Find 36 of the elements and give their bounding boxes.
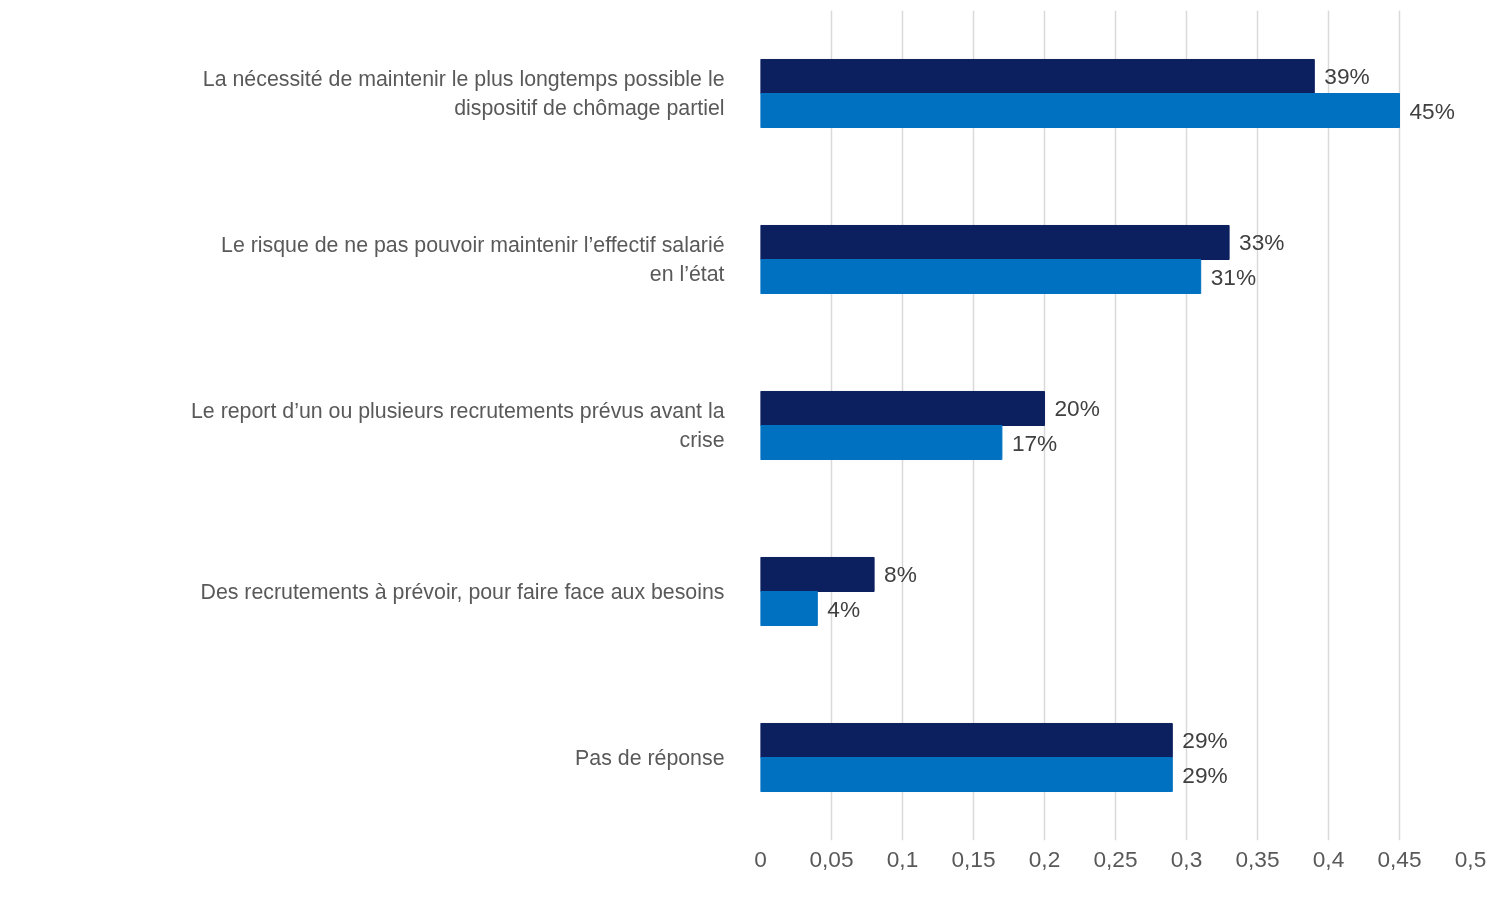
data-label: 29% xyxy=(1182,761,1228,788)
y-tick-label: Pas de réponse xyxy=(575,745,725,770)
bar xyxy=(760,425,1003,461)
x-tick-label: 0,45 xyxy=(1377,845,1422,872)
x-tick-label: 0,2 xyxy=(1028,845,1061,872)
data-label: 8% xyxy=(884,561,917,588)
y-tick-label: Le report d’un ou plusieurs recrutements prévus avant la crise xyxy=(191,399,725,452)
bar xyxy=(760,58,1315,94)
x-tick-label: 0,35 xyxy=(1235,845,1280,872)
data-label: 29% xyxy=(1182,727,1228,754)
bar xyxy=(760,259,1202,295)
bar xyxy=(760,556,875,592)
y-tick-label: La nécessité de maintenir le plus longtemps possible le dispositif de chômage partiel xyxy=(202,67,725,120)
x-tick-label: 0,15 xyxy=(951,845,996,872)
bar xyxy=(760,722,1173,758)
y-tick-label: Des recrutements à prévoir, pour faire face aux besoins xyxy=(200,579,725,604)
y-tick-label: Le risque de ne pas pouvoir maintenir l’effectif salarié en l’état xyxy=(221,233,725,286)
data-label: 4% xyxy=(827,595,861,622)
bar xyxy=(760,591,818,627)
bar xyxy=(760,757,1173,793)
x-tick-label: 0,4 xyxy=(1312,845,1345,872)
data-label: 17% xyxy=(1011,429,1058,456)
bar xyxy=(760,390,1045,426)
x-tick-label: 0,5 xyxy=(1454,845,1487,872)
x-tick-label: 0,25 xyxy=(1093,845,1138,872)
data-label: 45% xyxy=(1409,97,1455,124)
data-label: 39% xyxy=(1324,63,1370,90)
bar xyxy=(760,93,1400,129)
x-tick-label: 0 xyxy=(754,845,767,872)
x-tick-label: 0,05 xyxy=(809,845,854,872)
x-tick-label: 0,3 xyxy=(1170,845,1203,872)
data-label: 20% xyxy=(1054,395,1100,422)
data-label: 33% xyxy=(1239,229,1285,256)
data-label: 31% xyxy=(1210,263,1257,290)
bar xyxy=(760,224,1230,260)
x-tick-label: 0,1 xyxy=(886,845,919,872)
